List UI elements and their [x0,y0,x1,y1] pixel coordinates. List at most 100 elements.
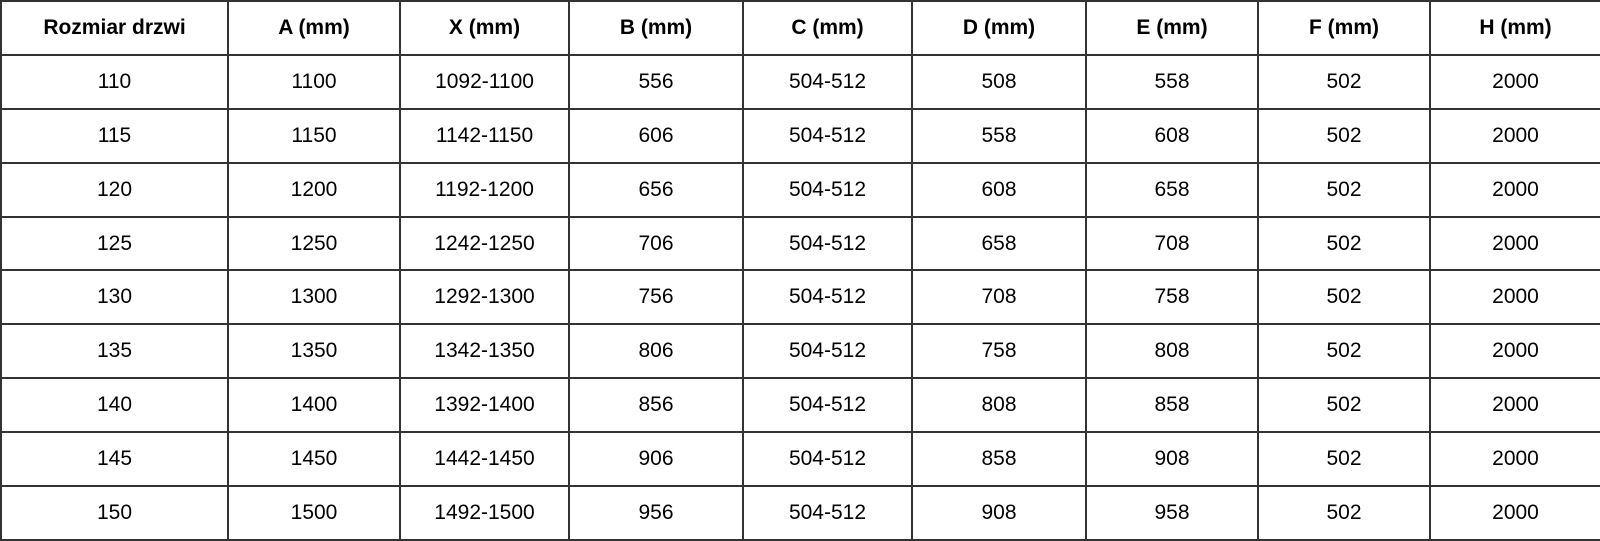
table-cell: 1150 [227,107,401,164]
table-cell: 130 [0,269,229,326]
column-header: E (mm) [1085,0,1259,56]
column-header: A (mm) [227,0,401,56]
column-header: F (mm) [1257,0,1431,56]
column-header: C (mm) [742,0,913,56]
table-cell: 758 [1085,269,1259,326]
table-cell: 608 [911,161,1087,218]
table-cell: 1450 [227,431,401,488]
table-cell: 2000 [1429,431,1600,488]
table-cell: 2000 [1429,53,1600,110]
table-cell: 2000 [1429,323,1600,380]
table-cell: 2000 [1429,377,1600,434]
table-cell: 135 [0,323,229,380]
table-cell: 1500 [227,485,401,541]
table-cell: 706 [568,215,744,272]
table-cell: 1400 [227,377,401,434]
table-cell: 1142-1150 [399,107,570,164]
table-cell: 150 [0,485,229,541]
table-cell: 504-512 [742,107,913,164]
table-cell: 808 [911,377,1087,434]
table-cell: 2000 [1429,485,1600,541]
column-header: X (mm) [399,0,570,56]
table-cell: 608 [1085,107,1259,164]
table-cell: 504-512 [742,485,913,541]
table-cell: 1342-1350 [399,323,570,380]
column-header: D (mm) [911,0,1087,56]
table-row: 135 1350 1342-1350 806 504-512 758 808 502 2000 [0,323,1600,380]
table-cell: 504-512 [742,215,913,272]
table-cell: 140 [0,377,229,434]
table-cell: 908 [911,485,1087,541]
table-cell: 558 [911,107,1087,164]
table-cell: 502 [1257,323,1431,380]
table-cell: 504-512 [742,53,913,110]
table-cell: 115 [0,107,229,164]
table-cell: 502 [1257,53,1431,110]
table-cell: 806 [568,323,744,380]
table-cell: 120 [0,161,229,218]
column-header: H (mm) [1429,0,1600,56]
table-cell: 956 [568,485,744,541]
table-cell: 502 [1257,215,1431,272]
table-cell: 2000 [1429,215,1600,272]
table-cell: 1292-1300 [399,269,570,326]
table-cell: 508 [911,53,1087,110]
table-cell: 1442-1450 [399,431,570,488]
table-cell: 1350 [227,323,401,380]
table-row: 145 1450 1442-1450 906 504-512 858 908 502 2000 [0,431,1600,488]
table-cell: 656 [568,161,744,218]
table-cell: 758 [911,323,1087,380]
table-cell: 606 [568,107,744,164]
table-cell: 502 [1257,485,1431,541]
table-cell: 1200 [227,161,401,218]
table-cell: 504-512 [742,323,913,380]
table-cell: 502 [1257,161,1431,218]
table-row: 150 1500 1492-1500 956 504-512 908 958 502 2000 [0,485,1600,541]
table-cell: 556 [568,53,744,110]
table-cell: 110 [0,53,229,110]
table-cell: 1100 [227,53,401,110]
table-cell: 958 [1085,485,1259,541]
table-cell: 658 [1085,161,1259,218]
table-row: 120 1200 1192-1200 656 504-512 608 658 502 2000 [0,161,1600,218]
table-row: 110 1100 1092-1100 556 504-512 508 558 502 2000 [0,53,1600,110]
table-cell: 502 [1257,107,1431,164]
header-row: Rozmiar drzwi A (mm) X (mm) B (mm) C (mm) D (… [0,0,1600,56]
table-cell: 858 [1085,377,1259,434]
table-row: 130 1300 1292-1300 756 504-512 708 758 502 2000 [0,269,1600,326]
table-cell: 658 [911,215,1087,272]
table-cell: 708 [1085,215,1259,272]
table-cell: 504-512 [742,431,913,488]
table-cell: 558 [1085,53,1259,110]
table-cell: 502 [1257,269,1431,326]
table-cell: 906 [568,431,744,488]
table-cell: 125 [0,215,229,272]
table-cell: 1392-1400 [399,377,570,434]
table-cell: 504-512 [742,269,913,326]
table-cell: 858 [911,431,1087,488]
column-header: B (mm) [568,0,744,56]
table-cell: 145 [0,431,229,488]
table-cell: 504-512 [742,377,913,434]
table-cell: 2000 [1429,269,1600,326]
table-cell: 1192-1200 [399,161,570,218]
table-cell: 2000 [1429,161,1600,218]
table-cell: 808 [1085,323,1259,380]
table-cell: 708 [911,269,1087,326]
table-row: 125 1250 1242-1250 706 504-512 658 708 502 2000 [0,215,1600,272]
table-cell: 756 [568,269,744,326]
table-cell: 1250 [227,215,401,272]
table-cell: 908 [1085,431,1259,488]
table-row: 115 1150 1142-1150 606 504-512 558 608 502 2000 [0,107,1600,164]
table-cell: 502 [1257,377,1431,434]
table-cell: 1092-1100 [399,53,570,110]
table-cell: 1300 [227,269,401,326]
table-cell: 1242-1250 [399,215,570,272]
table-cell: 502 [1257,431,1431,488]
table-cell: 2000 [1429,107,1600,164]
table-row: 140 1400 1392-1400 856 504-512 808 858 502 2000 [0,377,1600,434]
table-cell: 1492-1500 [399,485,570,541]
column-header: Rozmiar drzwi [0,0,229,56]
table-cell: 504-512 [742,161,913,218]
